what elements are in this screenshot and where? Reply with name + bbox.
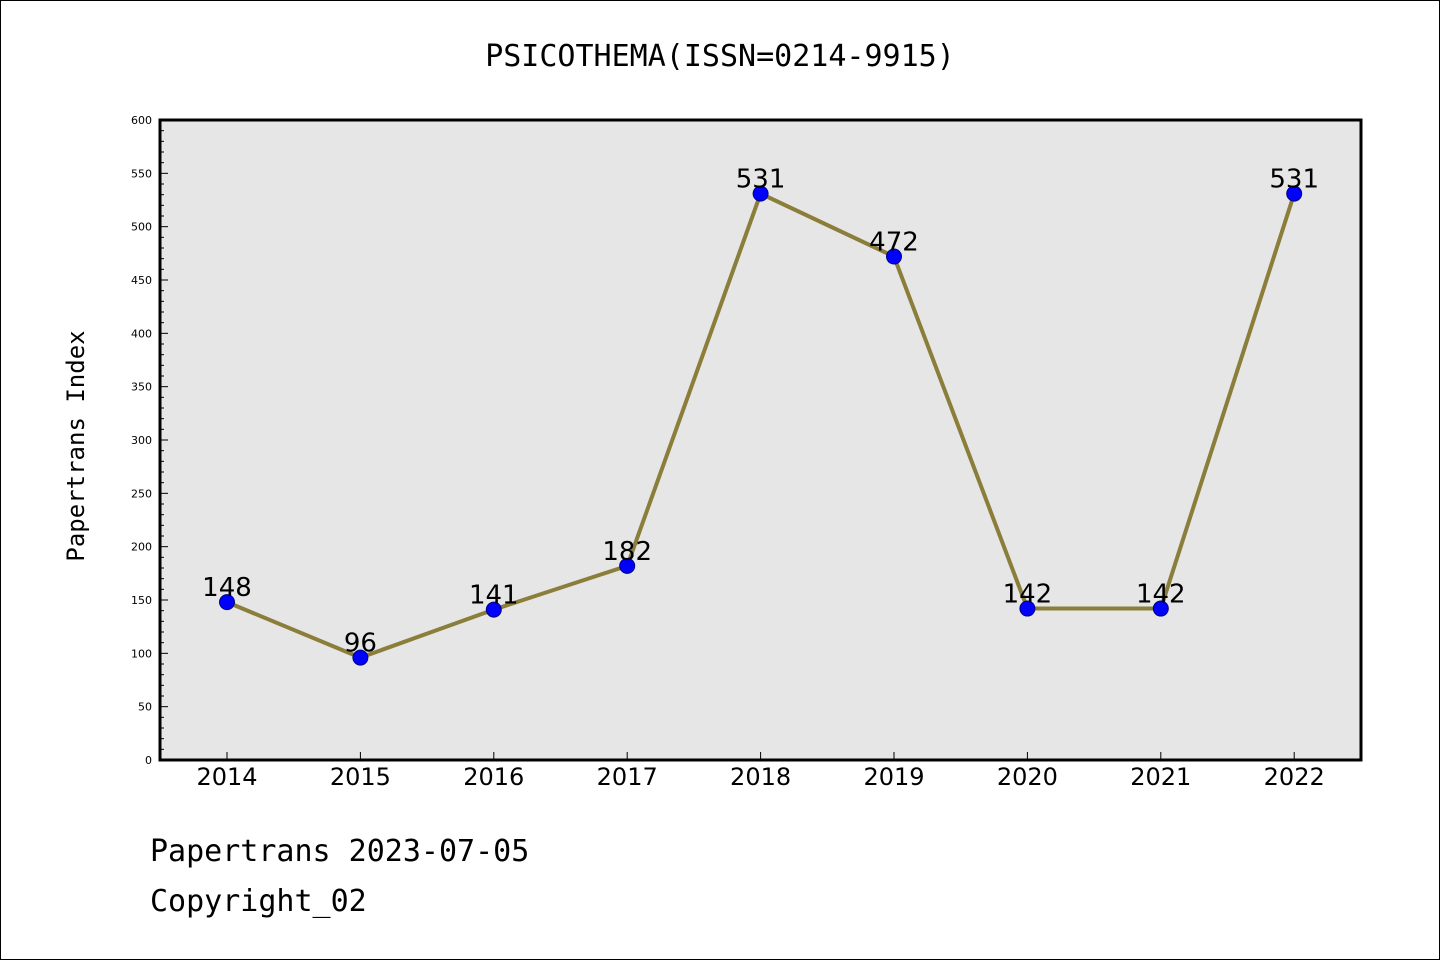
x-tick-label: 2018 [730, 763, 791, 791]
y-axis-label: Papertrans Index [62, 330, 90, 561]
y-tick-label: 600 [131, 114, 152, 127]
x-tick-label: 2021 [1130, 763, 1191, 791]
data-label: 142 [1136, 580, 1186, 610]
y-tick-label: 0 [145, 754, 152, 767]
data-point-marker [1152, 600, 1169, 617]
x-tick-label: 2017 [597, 763, 658, 791]
x-tick-label: 2019 [863, 763, 924, 791]
plot-area [160, 120, 1361, 760]
y-tick-label: 50 [138, 701, 152, 714]
data-point-marker [886, 248, 902, 265]
data-point-marker [485, 601, 502, 618]
x-tick-label: 2015 [330, 763, 391, 791]
x-tick-label: 2020 [997, 763, 1058, 791]
x-tick-label: 2016 [463, 763, 524, 791]
data-label: 148 [202, 573, 252, 603]
data-label: 472 [869, 228, 919, 258]
y-tick-label: 400 [131, 327, 152, 340]
data-point-marker [352, 649, 369, 666]
data-point-marker [1286, 185, 1303, 202]
data-label: 142 [1003, 580, 1053, 610]
data-label: 141 [469, 581, 519, 611]
data-point-marker [219, 594, 235, 611]
y-tick-label: 550 [131, 167, 152, 180]
data-point-marker [752, 185, 769, 202]
x-axis-ticks: 2014 2015 2016 2017 2018 2019 2020 2021 2022 [196, 752, 1325, 791]
y-tick-label: 450 [131, 274, 152, 287]
y-tick-label: 300 [131, 434, 152, 447]
footer-copyright: Copyright_02 [150, 884, 367, 919]
y-tick-label: 100 [131, 647, 152, 660]
x-tick-label: 2014 [196, 763, 257, 791]
data-label: 531 [736, 165, 786, 195]
data-label: 96 [344, 629, 377, 659]
y-tick-label: 350 [131, 381, 152, 394]
data-point-marker [1019, 600, 1036, 617]
y-tick-label: 250 [131, 487, 152, 500]
plot-border [158, 118, 1363, 762]
y-tick-label: 150 [131, 594, 152, 607]
y-tick-label: 500 [131, 221, 152, 234]
x-tick-label: 2022 [1264, 763, 1325, 791]
chart-title: PSICOTHEMA(ISSN=0214-9915) [485, 39, 955, 74]
y-tick-label: 200 [131, 541, 152, 554]
data-points [219, 185, 1303, 666]
data-point-marker [619, 557, 636, 574]
data-labels: 148 96 141 182 531 472 142 142 531 [202, 165, 1319, 659]
data-label: 182 [602, 537, 652, 567]
data-label: 531 [1269, 165, 1319, 195]
footer-date: Papertrans 2023-07-05 [150, 834, 530, 869]
